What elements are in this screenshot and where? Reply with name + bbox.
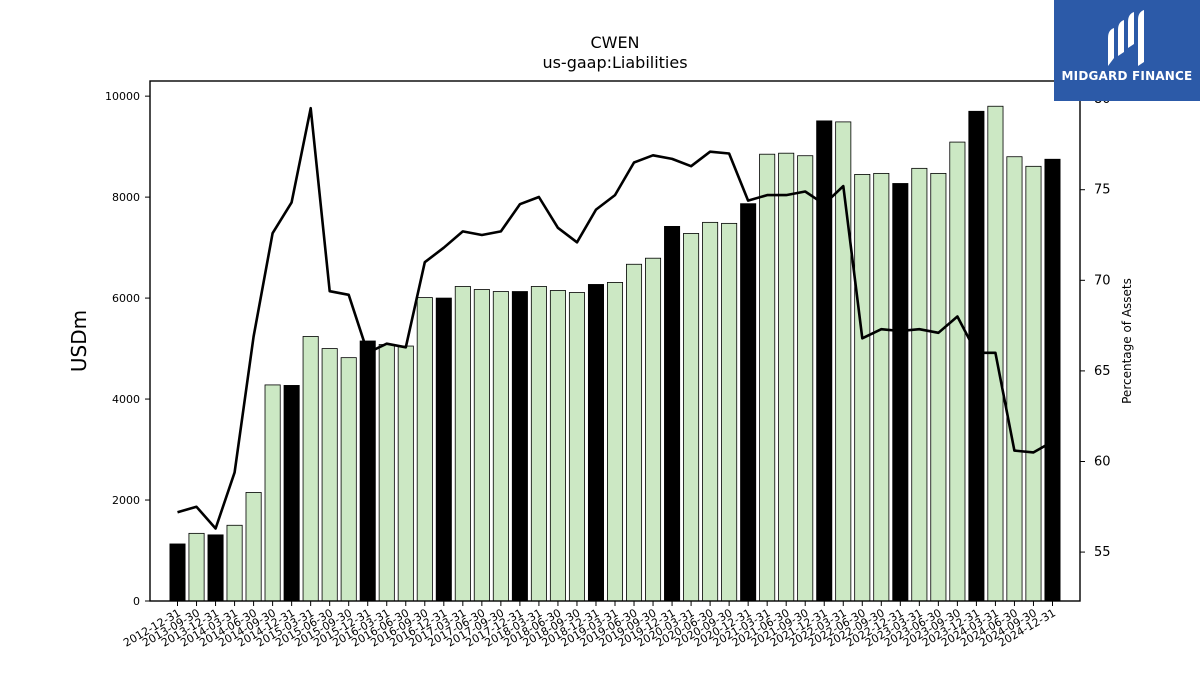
axes: 02000400060008000100005560657075802012-1… bbox=[105, 80, 1111, 650]
bar-2022-06-30 bbox=[854, 173, 871, 602]
y-tick-label: 4000 bbox=[112, 393, 140, 406]
bar-2015-03-31 bbox=[302, 336, 319, 602]
bar-2022-12-31 bbox=[892, 183, 909, 602]
y-tick-label: 6000 bbox=[112, 292, 140, 305]
bar-2021-03-31 bbox=[759, 153, 776, 602]
bar-2021-12-31 bbox=[816, 120, 833, 602]
y-right-tick-label: 70 bbox=[1094, 273, 1111, 288]
bar-2024-06-30 bbox=[1006, 156, 1023, 602]
bar-2022-09-30 bbox=[873, 172, 890, 602]
bar-2021-06-30 bbox=[778, 152, 795, 602]
y-axis-label: USDm bbox=[67, 310, 91, 372]
y-axis-right-label: Percentage of Assets bbox=[1120, 278, 1134, 404]
line-group bbox=[177, 106, 1054, 530]
bar-2012-12-31 bbox=[169, 543, 186, 602]
bar-2018-03-31 bbox=[530, 286, 547, 602]
bar-2017-09-30 bbox=[492, 291, 509, 602]
bar-2017-12-31 bbox=[511, 291, 528, 602]
y-tick-label: 2000 bbox=[112, 494, 140, 507]
bar-2014-06-30 bbox=[245, 492, 262, 602]
bar-2013-12-31 bbox=[207, 534, 224, 602]
bar-2017-06-30 bbox=[473, 289, 490, 602]
brand-name: MIDGARD FINANCE bbox=[1061, 69, 1193, 83]
chart-title: CWEN bbox=[590, 33, 639, 52]
midgard-logo-icon bbox=[1108, 10, 1144, 66]
bar-group bbox=[169, 105, 1061, 602]
percentage-line bbox=[177, 106, 1054, 530]
y-tick-label: 0 bbox=[133, 595, 140, 608]
bar-2015-06-30 bbox=[321, 348, 338, 602]
y-right-tick-label: 65 bbox=[1094, 364, 1111, 379]
bar-2014-03-31 bbox=[226, 524, 243, 602]
bar-2015-12-31 bbox=[359, 340, 376, 602]
bar-2019-03-31 bbox=[606, 282, 624, 602]
bar-2020-09-30 bbox=[721, 222, 738, 602]
bar-2016-03-31 bbox=[378, 344, 395, 602]
bar-2023-09-30 bbox=[949, 141, 966, 602]
bar-2018-06-30 bbox=[549, 290, 566, 602]
bar-2018-12-31 bbox=[587, 284, 604, 602]
y-right-tick-label: 55 bbox=[1094, 545, 1111, 560]
bar-2024-09-30 bbox=[1025, 165, 1042, 602]
bar-2013-09-30 bbox=[188, 532, 205, 602]
bar-2019-12-31 bbox=[664, 225, 681, 602]
bar-2023-12-31 bbox=[968, 110, 985, 602]
bar-2017-03-31 bbox=[454, 286, 471, 602]
y-tick-label: 10000 bbox=[105, 90, 140, 103]
brand-logo: MIDGARD FINANCE bbox=[1054, 0, 1200, 101]
bar-2024-12-31 bbox=[1044, 158, 1061, 602]
y-tick-label: 8000 bbox=[112, 191, 140, 204]
bar-2016-09-30 bbox=[416, 297, 433, 602]
bar-2020-06-30 bbox=[702, 221, 719, 602]
bar-2019-06-30 bbox=[626, 263, 643, 602]
y-right-tick-label: 60 bbox=[1094, 454, 1111, 469]
bar-2016-06-30 bbox=[397, 345, 414, 602]
bar-2021-09-30 bbox=[797, 155, 814, 602]
bar-2020-03-31 bbox=[683, 233, 700, 602]
bar-2014-09-30 bbox=[264, 384, 281, 602]
bar-2014-12-31 bbox=[283, 385, 300, 602]
bar-2016-12-31 bbox=[435, 297, 452, 602]
y-right-tick-label: 75 bbox=[1094, 183, 1111, 198]
bar-2023-06-30 bbox=[930, 172, 947, 602]
bar-2019-09-30 bbox=[645, 257, 662, 602]
bar-2018-09-30 bbox=[568, 292, 585, 602]
bar-2015-09-30 bbox=[340, 357, 357, 602]
bar-2023-03-31 bbox=[911, 167, 928, 602]
bar-2020-12-31 bbox=[740, 203, 757, 602]
chart-subtitle: us-gaap:Liabilities bbox=[542, 53, 687, 72]
